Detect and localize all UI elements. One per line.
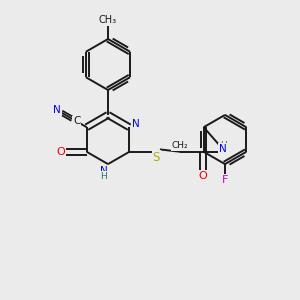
Text: CH₃: CH₃ xyxy=(99,15,117,25)
Text: C: C xyxy=(73,116,80,126)
Text: H: H xyxy=(100,172,107,181)
Text: O: O xyxy=(198,171,207,181)
Text: N: N xyxy=(219,144,227,154)
Text: O: O xyxy=(56,147,65,157)
Text: CH₂: CH₂ xyxy=(172,141,189,150)
Text: H: H xyxy=(220,141,226,150)
Text: N: N xyxy=(53,105,61,115)
Text: N: N xyxy=(132,119,140,129)
Text: S: S xyxy=(153,151,160,164)
Text: F: F xyxy=(222,175,228,185)
Text: N: N xyxy=(100,166,108,176)
